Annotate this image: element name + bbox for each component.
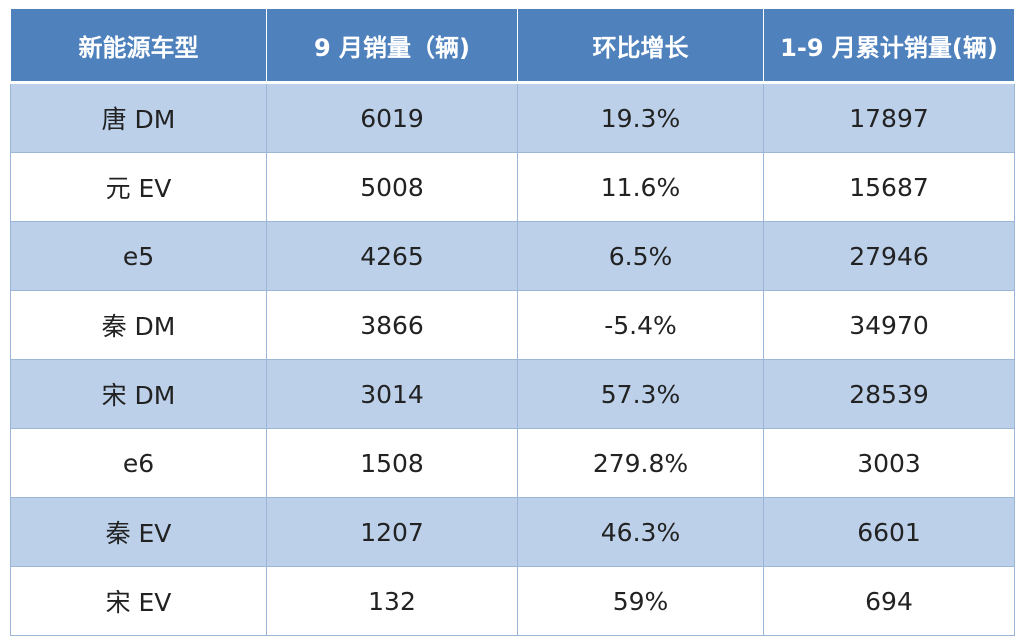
cell-mom-growth: 57.3% bbox=[517, 359, 764, 429]
nev-sales-table: 新能源车型 9 月销量（辆) 环比增长 1-9 月累计销量(辆) 唐 DM 60… bbox=[10, 8, 1015, 636]
cell-mom-growth: 59% bbox=[517, 566, 764, 636]
header-row: 新能源车型 9 月销量（辆) 环比增长 1-9 月累计销量(辆) bbox=[10, 8, 1015, 84]
table-row: 元 EV 5008 11.6% 15687 bbox=[10, 152, 1015, 222]
cell-ytd-sales: 27946 bbox=[763, 221, 1015, 291]
cell-model: 宋 DM bbox=[10, 359, 267, 429]
cell-september-sales: 1207 bbox=[266, 497, 518, 567]
table-row: e6 1508 279.8% 3003 bbox=[10, 428, 1015, 498]
cell-ytd-sales: 694 bbox=[763, 566, 1015, 636]
sales-table-container: 新能源车型 9 月销量（辆) 环比增长 1-9 月累计销量(辆) 唐 DM 60… bbox=[10, 8, 1015, 636]
cell-september-sales: 3866 bbox=[266, 290, 518, 360]
cell-mom-growth: 6.5% bbox=[517, 221, 764, 291]
cell-mom-growth: 11.6% bbox=[517, 152, 764, 222]
cell-model: 元 EV bbox=[10, 152, 267, 222]
table-row: 秦 DM 3866 -5.4% 34970 bbox=[10, 290, 1015, 360]
cell-model: 宋 EV bbox=[10, 566, 267, 636]
cell-ytd-sales: 34970 bbox=[763, 290, 1015, 360]
cell-september-sales: 6019 bbox=[266, 82, 518, 153]
cell-model: e5 bbox=[10, 221, 267, 291]
header-ytd-sales: 1-9 月累计销量(辆) bbox=[763, 8, 1015, 84]
cell-model: 唐 DM bbox=[10, 82, 267, 153]
cell-ytd-sales: 17897 bbox=[763, 82, 1015, 153]
table-row: 宋 DM 3014 57.3% 28539 bbox=[10, 359, 1015, 429]
cell-september-sales: 3014 bbox=[266, 359, 518, 429]
table-row: 唐 DM 6019 19.3% 17897 bbox=[10, 82, 1015, 153]
header-september-sales: 9 月销量（辆) bbox=[266, 8, 518, 84]
cell-model: 秦 DM bbox=[10, 290, 267, 360]
cell-mom-growth: 19.3% bbox=[517, 82, 764, 153]
cell-mom-growth: 279.8% bbox=[517, 428, 764, 498]
cell-mom-growth: -5.4% bbox=[517, 290, 764, 360]
cell-september-sales: 1508 bbox=[266, 428, 518, 498]
cell-september-sales: 4265 bbox=[266, 221, 518, 291]
table-header: 新能源车型 9 月销量（辆) 环比增长 1-9 月累计销量(辆) bbox=[10, 8, 1015, 84]
cell-ytd-sales: 3003 bbox=[763, 428, 1015, 498]
cell-ytd-sales: 6601 bbox=[763, 497, 1015, 567]
cell-model: 秦 EV bbox=[10, 497, 267, 567]
cell-ytd-sales: 28539 bbox=[763, 359, 1015, 429]
table-row: 秦 EV 1207 46.3% 6601 bbox=[10, 497, 1015, 567]
header-model: 新能源车型 bbox=[10, 8, 267, 84]
cell-september-sales: 132 bbox=[266, 566, 518, 636]
cell-ytd-sales: 15687 bbox=[763, 152, 1015, 222]
cell-mom-growth: 46.3% bbox=[517, 497, 764, 567]
cell-model: e6 bbox=[10, 428, 267, 498]
table-body: 唐 DM 6019 19.3% 17897 元 EV 5008 11.6% 15… bbox=[10, 82, 1015, 636]
table-row: e5 4265 6.5% 27946 bbox=[10, 221, 1015, 291]
cell-september-sales: 5008 bbox=[266, 152, 518, 222]
header-mom-growth: 环比增长 bbox=[517, 8, 764, 84]
table-row: 宋 EV 132 59% 694 bbox=[10, 566, 1015, 636]
